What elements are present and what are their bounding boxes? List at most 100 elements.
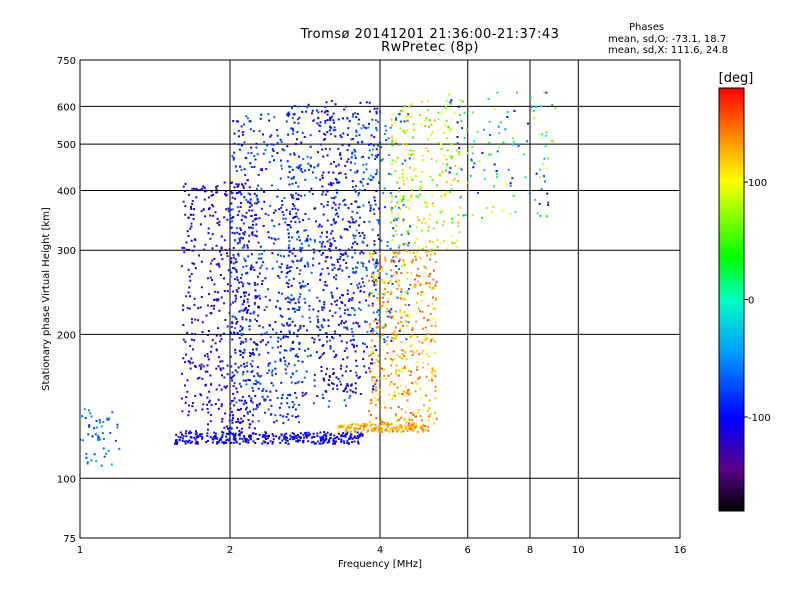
data-point xyxy=(203,190,206,193)
data-point xyxy=(426,250,429,253)
data-point xyxy=(386,315,389,318)
data-point xyxy=(250,146,253,149)
data-point xyxy=(396,296,399,299)
data-point xyxy=(240,340,243,343)
data-point xyxy=(372,271,375,274)
data-point xyxy=(324,122,327,125)
data-point xyxy=(429,253,432,256)
data-point xyxy=(421,361,424,364)
data-point xyxy=(402,394,405,397)
data-point xyxy=(240,281,243,284)
data-point xyxy=(181,372,184,375)
data-point xyxy=(360,425,363,428)
data-point xyxy=(296,231,299,234)
data-point xyxy=(442,163,445,166)
data-point xyxy=(231,191,234,194)
data-point xyxy=(406,230,409,233)
data-point xyxy=(413,278,416,281)
data-point xyxy=(257,387,260,390)
data-point xyxy=(292,340,295,343)
data-point xyxy=(297,122,300,125)
data-point xyxy=(244,408,247,411)
data-point xyxy=(401,168,404,171)
data-point xyxy=(551,104,554,107)
data-point xyxy=(365,274,368,277)
data-point xyxy=(251,348,254,351)
data-point xyxy=(389,280,392,283)
data-point xyxy=(298,273,301,276)
data-point xyxy=(307,431,310,434)
data-point xyxy=(292,194,295,197)
data-point xyxy=(312,402,315,405)
data-point xyxy=(385,407,388,410)
data-point xyxy=(243,437,246,440)
data-point xyxy=(362,423,365,426)
data-point xyxy=(312,257,315,260)
data-point xyxy=(540,188,543,191)
data-point xyxy=(394,310,397,313)
data-point xyxy=(397,252,400,255)
data-point xyxy=(450,217,453,220)
data-point xyxy=(398,252,401,255)
data-point xyxy=(246,309,249,312)
data-point xyxy=(359,188,362,191)
data-point xyxy=(243,230,246,233)
data-point xyxy=(368,354,371,357)
data-point xyxy=(497,125,500,128)
data-point xyxy=(322,171,325,174)
data-point xyxy=(434,298,437,301)
data-point xyxy=(434,308,437,311)
data-point xyxy=(372,258,375,261)
data-point xyxy=(202,208,205,211)
data-point xyxy=(346,289,349,292)
data-point xyxy=(446,149,449,152)
data-point xyxy=(291,207,294,210)
data-point xyxy=(398,207,401,210)
data-point xyxy=(81,439,84,442)
data-point xyxy=(297,415,300,418)
data-point xyxy=(230,202,233,205)
data-point xyxy=(431,417,434,420)
data-point xyxy=(532,109,535,112)
data-point xyxy=(381,326,384,329)
data-point xyxy=(289,434,292,437)
data-point xyxy=(287,317,290,320)
data-point xyxy=(283,435,286,438)
data-point xyxy=(539,168,542,171)
data-point xyxy=(345,262,348,265)
data-point xyxy=(436,184,439,187)
data-point xyxy=(421,341,424,344)
data-point xyxy=(288,406,291,409)
data-point xyxy=(324,105,327,108)
data-point xyxy=(218,220,221,223)
data-point xyxy=(287,418,290,421)
data-point xyxy=(243,299,246,302)
data-point xyxy=(398,260,401,263)
data-point xyxy=(414,175,417,178)
data-point xyxy=(287,236,290,239)
data-point xyxy=(371,350,374,353)
data-point xyxy=(241,236,244,239)
data-point xyxy=(293,437,296,440)
data-point xyxy=(414,380,417,383)
data-point xyxy=(354,387,357,390)
data-point xyxy=(272,384,275,387)
data-point xyxy=(547,157,550,160)
data-point xyxy=(472,166,475,169)
data-point xyxy=(218,384,221,387)
data-point xyxy=(242,309,245,312)
data-point xyxy=(371,228,374,231)
data-point xyxy=(274,360,277,363)
data-point xyxy=(331,206,334,209)
data-point xyxy=(541,133,544,136)
data-point xyxy=(417,411,420,414)
data-point xyxy=(206,396,209,399)
data-point xyxy=(365,345,368,348)
data-point xyxy=(354,200,357,203)
data-point xyxy=(372,311,375,314)
data-point xyxy=(229,432,232,435)
data-point xyxy=(292,113,295,116)
data-point xyxy=(217,407,220,410)
data-point xyxy=(266,437,269,440)
data-point xyxy=(310,187,313,190)
